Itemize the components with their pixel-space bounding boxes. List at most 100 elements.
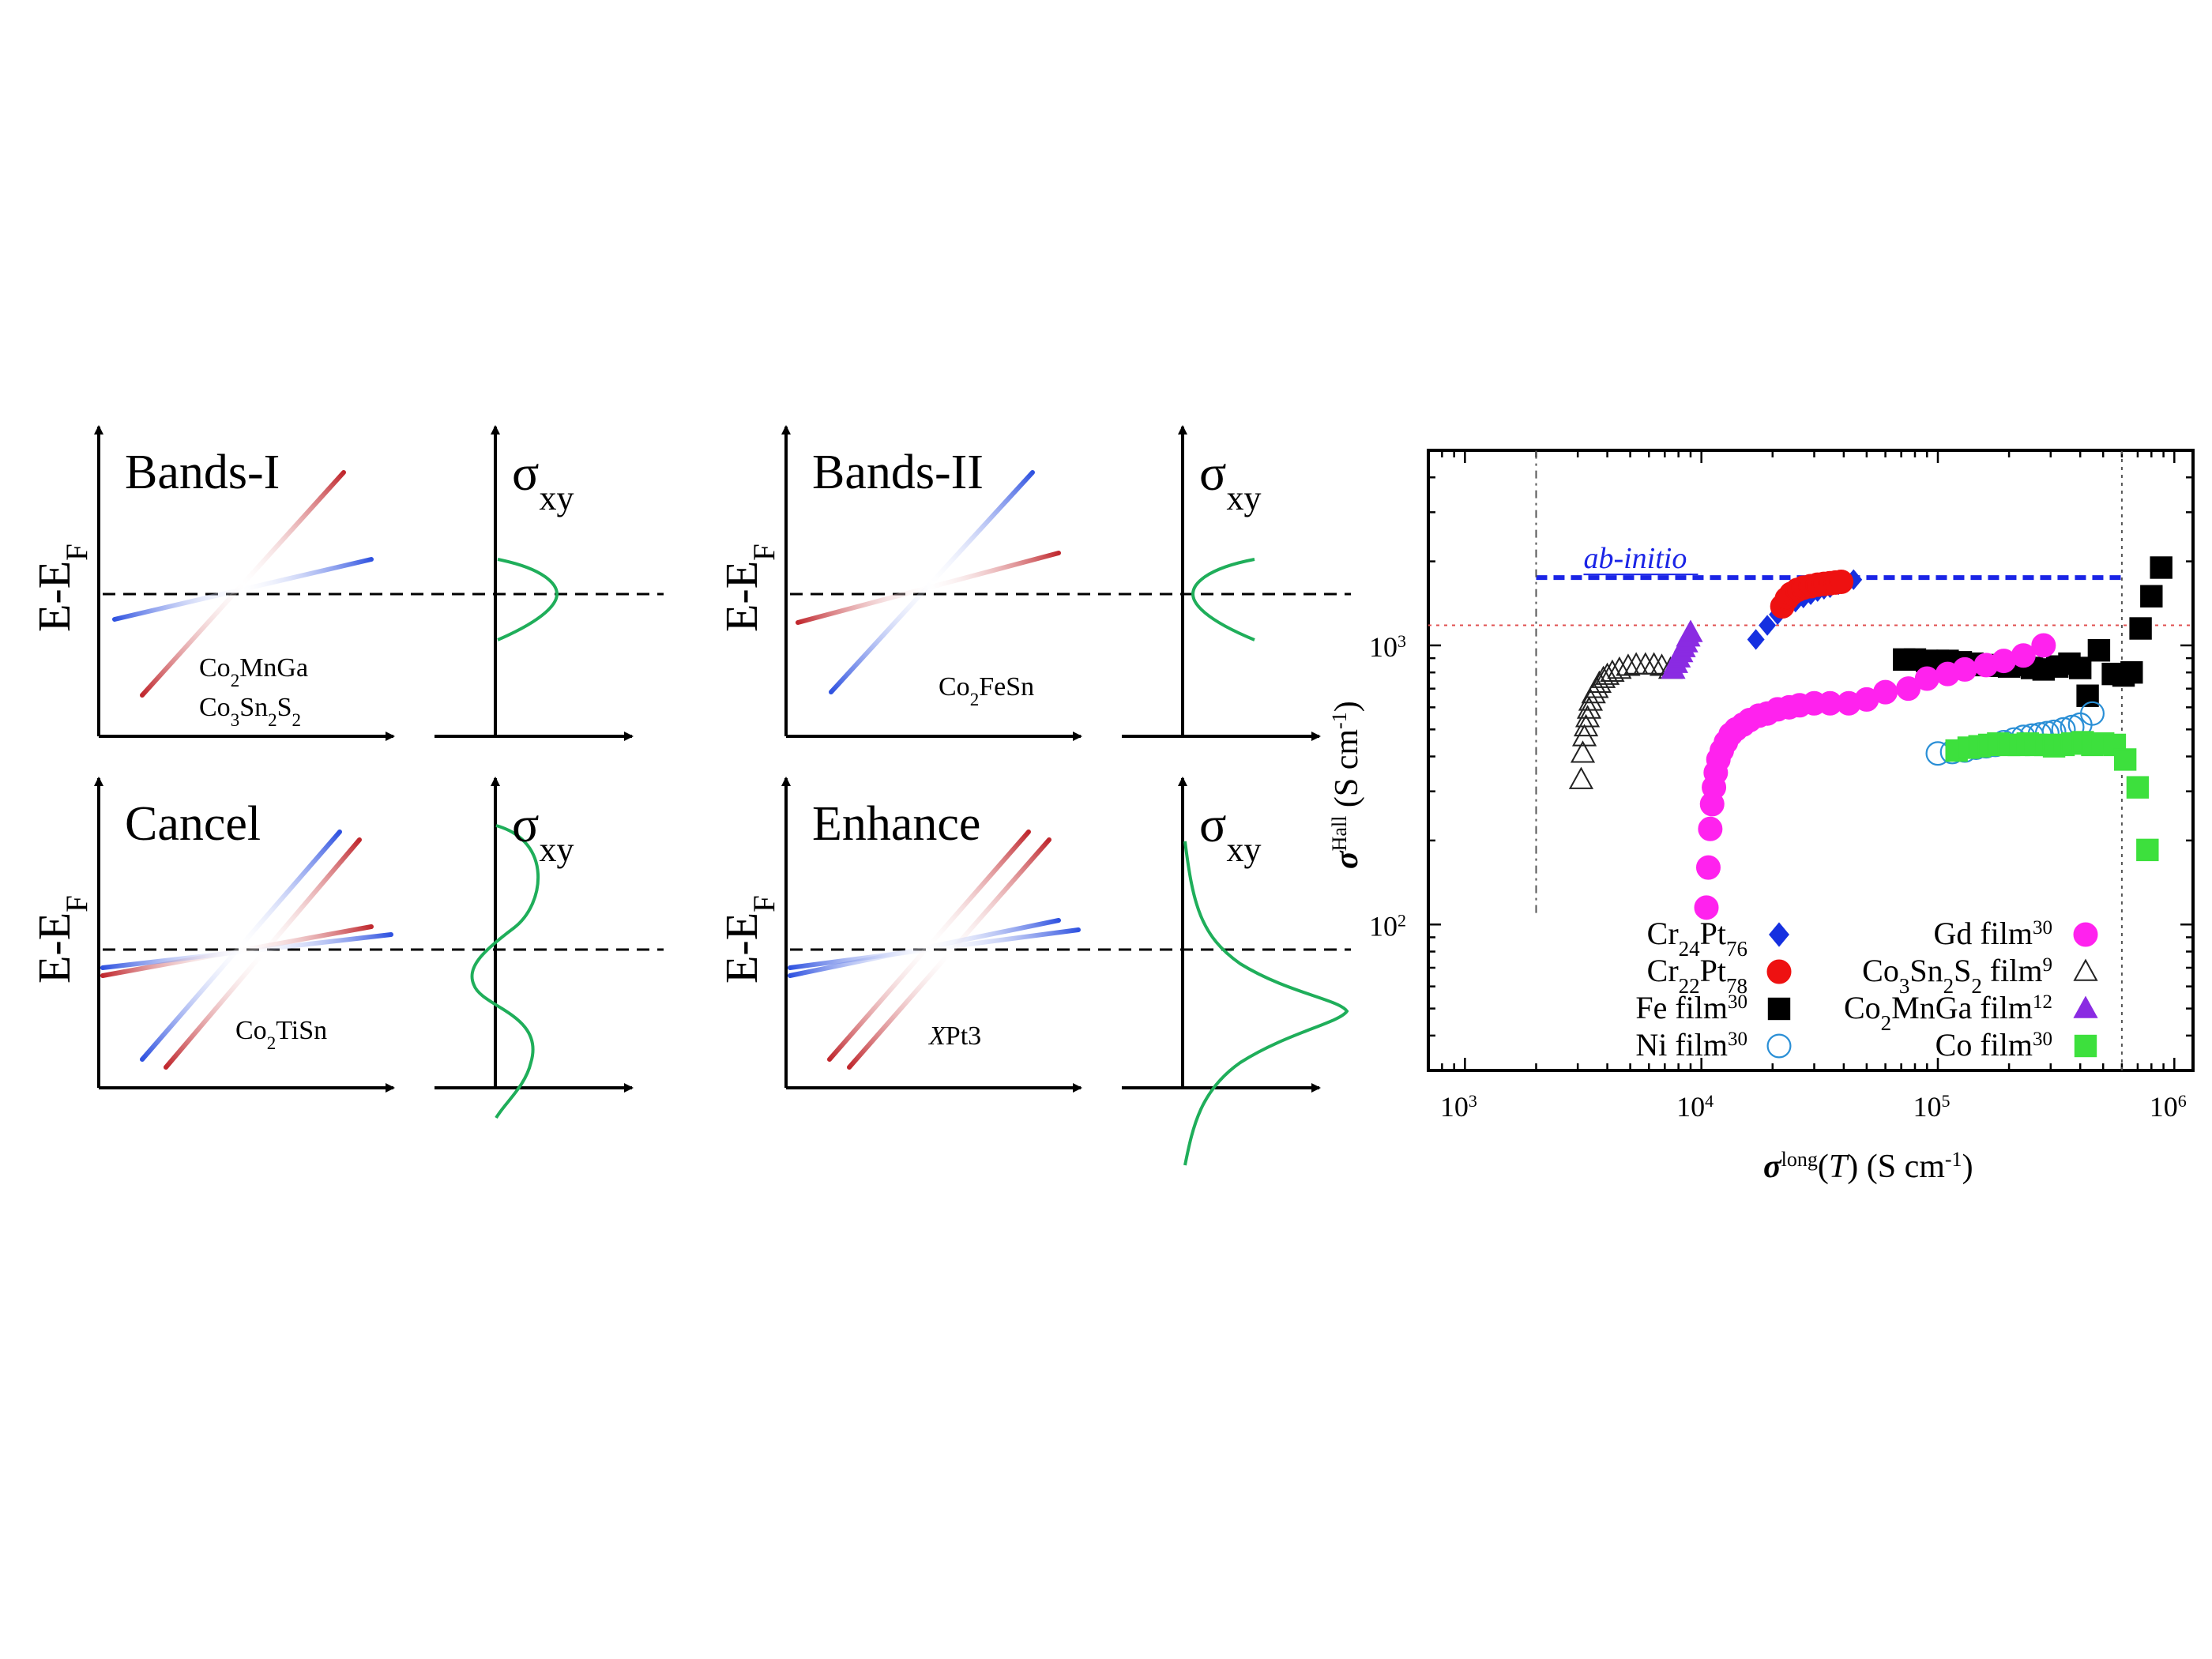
legend-label: Co3Sn2S2 film9 — [1862, 953, 2052, 998]
legend-marker — [2073, 995, 2098, 1018]
data-point — [1570, 740, 1596, 763]
sigma-xy-label: σxy — [512, 796, 574, 869]
data-point — [1829, 569, 1854, 594]
band-line-steep — [829, 470, 1035, 694]
legend-label: Co film30 — [1936, 1027, 2052, 1063]
series-co3sn2s2-film — [1568, 652, 1683, 789]
data-point — [2120, 660, 2143, 684]
hall-conductivity-chart: 103 104 105 106 102 103 ab-initio Cr24Pt76Cr22P… — [1328, 449, 2195, 1186]
data-point — [2087, 639, 2111, 662]
data-point — [1578, 688, 1604, 711]
band-line-steep — [140, 470, 346, 698]
data-point — [2140, 585, 2163, 608]
energy-axis-label: E-EF — [28, 544, 94, 632]
data-point — [1574, 705, 1601, 728]
sigma-xy-label: σxy — [1199, 796, 1262, 869]
band-line-shallow — [788, 927, 1081, 970]
energy-axis-label: E-EF — [716, 544, 781, 632]
legend-marker — [1767, 997, 1791, 1021]
data-point — [1607, 656, 1632, 679]
band-line-shallow — [100, 932, 393, 970]
data-point — [1698, 816, 1723, 841]
series-co-film — [1945, 731, 2159, 862]
sigma-xy-label: σxy — [1199, 445, 1262, 517]
band-line-steep — [827, 830, 1031, 1062]
data-point — [1573, 713, 1599, 737]
sigma-xy-curve — [1183, 841, 1349, 1166]
compound-label: Co2TiSn — [235, 1016, 327, 1053]
x-tick-label: 105 — [1913, 1091, 1950, 1123]
band-line-shallow — [796, 551, 1061, 625]
x-tick-label: 104 — [1676, 1091, 1714, 1123]
schematic-panel-enhance: Enhance E-EF σxy XPt3 — [716, 777, 1351, 1166]
band-line-shallow — [788, 918, 1061, 978]
legend-label: Cr24Pt76 — [1647, 916, 1747, 961]
schematic-panel-bands-ii: Bands-II E-EF σxy Co2FeSn — [716, 425, 1351, 741]
legend-label: Ni film30 — [1635, 1027, 1747, 1063]
series-cr22pt78 — [1770, 569, 1854, 619]
data-point — [1952, 656, 1977, 682]
data-point — [2129, 617, 2152, 640]
data-point — [1747, 629, 1765, 650]
series-gd-film — [1694, 633, 2056, 920]
x-tick-label: 103 — [1440, 1091, 1477, 1123]
data-point — [1873, 679, 1898, 705]
y-axis-label: σHall (S cm-1) — [1328, 701, 1366, 869]
data-point — [1568, 766, 1594, 789]
data-point — [1586, 670, 1612, 694]
energy-axis-label: E-EF — [28, 895, 94, 984]
legend-marker — [1766, 959, 1792, 984]
series-co2mnga-film — [1661, 619, 1703, 679]
sigma-xy-label: σxy — [512, 445, 574, 517]
legend-marker — [2073, 958, 2098, 981]
legend-marker — [2073, 922, 2098, 947]
data-point — [2011, 643, 2036, 668]
compound-label: Co3Sn2S2 — [199, 693, 301, 730]
y-tick-label: 102 — [1369, 910, 1406, 942]
data-point — [2150, 556, 2172, 579]
data-point — [2126, 776, 2150, 799]
axis-ticks — [1427, 449, 2193, 1072]
data-point — [2068, 656, 2092, 679]
legend-marker — [2074, 1034, 2097, 1058]
band-line-steep — [140, 830, 342, 1062]
sigma-xy-curve — [1191, 558, 1255, 641]
legend-label: Co2MnGa film12 — [1844, 990, 2052, 1035]
data-point — [2136, 838, 2159, 862]
panel-title: Cancel — [125, 797, 261, 851]
x-tick-label: 106 — [2150, 1091, 2187, 1123]
x-axis-label: σlong(T) (S cm-1) — [1763, 1148, 1973, 1186]
compound-label: XPt3 — [927, 1021, 981, 1051]
data-point — [2080, 701, 2105, 726]
compound-label: Co2FeSn — [939, 672, 1034, 709]
data-point — [1600, 659, 1625, 682]
data-point — [1914, 666, 1939, 691]
band-line-shallow — [112, 557, 374, 622]
data-point — [1694, 895, 1719, 920]
data-point — [1678, 619, 1703, 642]
energy-axis-label: E-EF — [716, 895, 781, 984]
data-point — [1642, 652, 1667, 675]
data-point — [1695, 855, 1721, 880]
data-point — [1896, 676, 1921, 702]
legend-marker — [1769, 922, 1789, 947]
compound-label: Co2MnGa — [199, 653, 308, 690]
panel-title: Enhance — [812, 797, 980, 851]
legend-label: Gd film30 — [1933, 916, 2052, 951]
y-tick-label: 103 — [1369, 630, 1406, 663]
schematic-panel-cancel: Cancel E-EF σxy Co2TiSn — [28, 777, 664, 1119]
panel-title: Bands-I — [125, 446, 280, 499]
data-point — [1616, 653, 1641, 676]
data-point — [2031, 633, 2056, 658]
legend-label: Fe film30 — [1635, 990, 1747, 1025]
legend-label: Cr22Pt78 — [1647, 953, 1747, 998]
panel-title: Bands-II — [812, 446, 984, 499]
sigma-xy-curve — [470, 824, 540, 1119]
plot-frame — [1427, 449, 2195, 1072]
data-point — [1576, 696, 1602, 719]
sigma-xy-curve — [497, 558, 559, 641]
